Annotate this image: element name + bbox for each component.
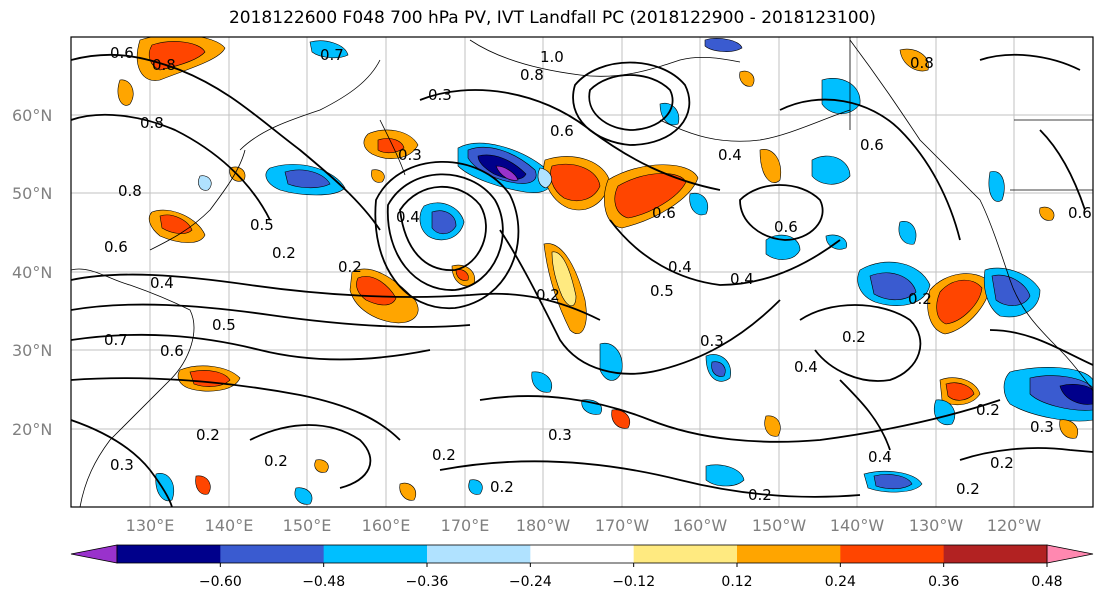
colorbar-tick-label: 0.12: [721, 574, 752, 590]
colorbar-segment: [633, 545, 738, 563]
latitude-labels: 60°N 50°N 40°N 30°N 20°N: [12, 106, 52, 439]
contour-label: 0.2: [956, 480, 980, 498]
contour-label: 0.2: [976, 401, 1000, 419]
contour-label: 0.4: [868, 448, 892, 466]
colorbar-segment: [323, 545, 428, 563]
contour-label: 0.8: [152, 56, 176, 74]
contour-label: 0.2: [432, 446, 456, 464]
contour-label: 0.2: [536, 286, 560, 304]
lon-label: 180°W: [516, 516, 571, 535]
lon-label: 150°W: [752, 516, 807, 535]
colorbar: −0.60 −0.48 −0.36 −0.24 −0.12 0.12 0.24 0.36 0.4…: [70, 544, 1094, 590]
contour-label: 0.8: [520, 66, 544, 84]
contour-label: 0.2: [196, 426, 220, 444]
contour-label: 0.4: [396, 208, 420, 226]
colorbar-tick-label: −0.48: [302, 574, 345, 590]
contour-label: 1.0: [540, 48, 564, 66]
map-title: 2018122600 F048 700 hPa PV, IVT Landfall…: [228, 8, 876, 28]
contour-labels: 0.6 0.8 0.7 0.3 1.0 0.8 0.6 0.4 0.8 0.8 …: [104, 44, 1092, 504]
map-border: [70, 36, 1094, 508]
contour-label: 0.3: [398, 146, 422, 164]
contour-label: 0.6: [104, 238, 128, 256]
contour-label: 0.4: [730, 270, 754, 288]
contour-label: 0.3: [700, 332, 724, 350]
lon-label: 150°E: [283, 516, 332, 535]
colorbar-segment: [427, 545, 531, 563]
contour-label: 0.8: [118, 182, 142, 200]
lon-label: 140°W: [830, 516, 885, 535]
contour-label: 0.4: [718, 146, 742, 164]
colorbar-segment: [840, 545, 945, 563]
colorbar-segment: [117, 545, 221, 563]
colorbar-tick-label: −0.12: [612, 574, 655, 590]
contour-label: 0.5: [212, 316, 236, 334]
contour-label: 0.3: [1030, 418, 1054, 436]
contour-label: 0.2: [338, 258, 362, 276]
contour-label: 0.2: [264, 452, 288, 470]
lat-label: 60°N: [12, 106, 52, 125]
colorbar-tick-label: 0.48: [1031, 574, 1062, 590]
lon-label: 130°W: [909, 516, 964, 535]
contour-label: 0.3: [110, 456, 134, 474]
lon-label: 140°E: [205, 516, 254, 535]
contour-label: 0.8: [910, 54, 934, 72]
contour-label: 0.6: [550, 122, 574, 140]
lon-label: 160°W: [673, 516, 728, 535]
contour-label: 0.2: [908, 290, 932, 308]
contour-label: 0.4: [150, 274, 174, 292]
colorbar-tick-label: 0.24: [825, 574, 856, 590]
colorbar-extend-right: [1046, 544, 1094, 564]
colorbar-segment: [530, 545, 635, 563]
lon-label: 160°E: [362, 516, 411, 535]
contour-label: 0.7: [320, 46, 344, 64]
contour-label: 0.2: [990, 454, 1014, 472]
contour-label: 0.6: [652, 204, 676, 222]
contour-label: 0.3: [548, 426, 572, 444]
contour-label: 0.8: [140, 114, 164, 132]
contour-label: 0.6: [110, 44, 134, 62]
contour-label: 0.4: [794, 358, 818, 376]
lon-label: 170°E: [441, 516, 490, 535]
lat-label: 30°N: [12, 341, 52, 360]
colorbar-frame: [116, 544, 1048, 564]
colorbar-extend-left: [70, 544, 118, 564]
lat-label: 40°N: [12, 263, 52, 282]
colorbar-tick-label: −0.60: [199, 574, 242, 590]
contour-label: 0.2: [272, 244, 296, 262]
longitude-labels: 130°E 140°E 150°E 160°E 170°E 180°W 170°…: [126, 516, 1042, 535]
contour-label: 0.4: [668, 258, 692, 276]
lon-label: 120°W: [987, 516, 1042, 535]
contour-label: 0.2: [748, 486, 772, 504]
lon-label: 130°E: [126, 516, 175, 535]
contour-label: 0.7: [104, 331, 128, 349]
contour-label: 0.6: [774, 218, 798, 236]
lat-label: 50°N: [12, 184, 52, 203]
contour-label: 0.2: [490, 478, 514, 496]
contour-label: 0.6: [860, 136, 884, 154]
colorbar-tick-label: −0.36: [406, 574, 449, 590]
colorbar-tick-label: −0.24: [509, 574, 552, 590]
colorbar-segment: [220, 545, 325, 563]
contour-label: 0.6: [1068, 204, 1092, 222]
colorbar-segment: [737, 545, 841, 563]
lat-label: 20°N: [12, 420, 52, 439]
contour-label: 0.5: [250, 216, 274, 234]
pv-contours: [71, 53, 1093, 507]
contour-label: 0.2: [842, 328, 866, 346]
lon-label: 170°W: [595, 516, 650, 535]
contour-label: 0.6: [160, 342, 184, 360]
contour-label: 0.5: [650, 282, 674, 300]
contour-label: 0.3: [428, 86, 452, 104]
colorbar-tick-label: 0.36: [928, 574, 959, 590]
colorbar-segment: [943, 545, 1048, 563]
